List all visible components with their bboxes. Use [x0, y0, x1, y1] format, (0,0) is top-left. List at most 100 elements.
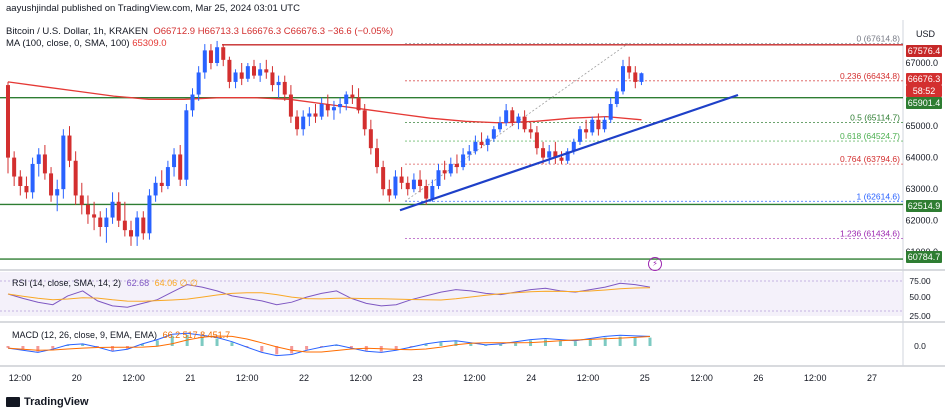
- candle-body: [313, 113, 318, 117]
- price-axis-label: 67000.0: [905, 58, 938, 68]
- time-axis-label: 12:00: [9, 373, 32, 383]
- price-axis-label: 63000.0: [905, 184, 938, 194]
- event-flag-icon[interactable]: ⚡: [648, 257, 662, 271]
- fib-level-label: 1 (62614.6): [857, 191, 901, 201]
- currency-label: USD: [915, 29, 935, 39]
- candle-body: [282, 81, 287, 95]
- macd-histogram-bar: [469, 343, 473, 346]
- macd-histogram-bar: [66, 345, 70, 346]
- macd-histogram-bar: [155, 340, 159, 346]
- time-axis-label: 25: [640, 373, 650, 383]
- candle-body: [504, 110, 509, 123]
- candle-body: [264, 69, 269, 73]
- macd-histogram-bar: [230, 342, 234, 346]
- open-value: O66712.9: [153, 26, 196, 37]
- candle-body: [461, 154, 466, 168]
- candle-body: [596, 119, 601, 130]
- candle-body: [510, 110, 515, 123]
- price-tag-current: 66676.3: [906, 73, 942, 85]
- candle-body: [411, 179, 416, 190]
- macd-histogram-bar: [305, 346, 309, 350]
- macd-histogram-bar: [245, 346, 249, 347]
- macd-histogram-bar: [36, 346, 40, 352]
- candle-body: [159, 182, 164, 186]
- rsi-legend[interactable]: RSI (14, close, SMA, 14, 2) 62.68 64.06 …: [12, 278, 198, 289]
- macd-histogram-bar: [215, 338, 219, 346]
- tradingview-brand: TradingView: [24, 396, 89, 408]
- macd-legend[interactable]: MACD (12, 26, close, 9, EMA, EMA) 66.2 5…: [12, 330, 230, 340]
- candle-body: [516, 116, 521, 123]
- ma-legend[interactable]: MA (100, close, 0, SMA, 100) 65309.0: [6, 38, 167, 49]
- candle-body: [424, 186, 429, 199]
- tradingview-logo: TradingView: [6, 396, 89, 408]
- macd-histogram-bar: [51, 346, 55, 349]
- candle-body: [301, 116, 306, 130]
- candle-body: [147, 195, 152, 234]
- macd-line: [7, 332, 651, 357]
- close-value: C66676.3: [283, 26, 325, 37]
- candle-body: [122, 220, 127, 231]
- macd-histogram-bar: [543, 339, 547, 346]
- macd-histogram-bar: [81, 344, 85, 346]
- candle-body: [331, 107, 336, 111]
- time-axis-label: 22: [299, 373, 309, 383]
- candle-body: [467, 151, 472, 155]
- candle-body: [479, 141, 484, 145]
- candle-body: [491, 129, 496, 139]
- macd-histogram-bar: [514, 342, 518, 346]
- candle-body: [307, 113, 312, 117]
- candle-body: [621, 66, 625, 92]
- candle-body: [375, 148, 379, 168]
- candle-body: [381, 167, 386, 190]
- candle-body: [245, 66, 250, 79]
- macd-histogram-bar: [588, 339, 592, 346]
- candle-body: [614, 91, 619, 104]
- high-value: H66713.3: [197, 26, 239, 37]
- fib-level-label: 0 (67614.8): [857, 34, 901, 44]
- candle-body: [98, 217, 103, 227]
- price-axis-label: 62000.0: [905, 216, 938, 226]
- price-axis-label: 64000.0: [905, 153, 938, 163]
- candle-body: [522, 116, 527, 130]
- rsi-label: RSI (14, close, SMA, 14, 2): [12, 278, 122, 288]
- fib-level-label: 0.5 (65114.7): [850, 112, 900, 122]
- candle-body: [92, 214, 97, 218]
- candle-body: [387, 189, 392, 196]
- candle-body: [559, 157, 564, 161]
- macd-histogram-bar: [439, 342, 443, 346]
- fib-level-label: 0.236 (66434.8): [840, 71, 900, 81]
- fib-level-label: 0.618 (64524.7): [840, 131, 900, 141]
- candle-body: [215, 47, 220, 63]
- rsi-extra: 64.06 ∅ ∅: [154, 278, 198, 288]
- macd-histogram-bar: [633, 337, 637, 346]
- ma-label: MA (100, close, 0, SMA, 100): [6, 38, 130, 49]
- rsi-axis-label: 75.00: [909, 276, 931, 286]
- time-axis-label: 12:00: [463, 373, 486, 383]
- macd-histogram-bar: [558, 340, 562, 346]
- macd-histogram-bar: [424, 344, 428, 346]
- tradingview-mark-icon: [6, 397, 20, 407]
- candle-body: [547, 151, 552, 158]
- symbol-label: Bitcoin / U.S. Dollar, 1h, KRAKEN: [6, 26, 149, 37]
- time-axis-label: 12:00: [350, 373, 373, 383]
- candle-body: [85, 204, 90, 215]
- time-axis-label: 20: [72, 373, 82, 383]
- macd-histogram-bar: [290, 346, 294, 354]
- macd-histogram-bar: [334, 345, 338, 346]
- candle-body: [18, 176, 23, 186]
- macd-histogram-bar: [529, 340, 533, 346]
- macd-histogram-bar: [648, 337, 652, 346]
- price-tag-62514: 62514.9: [906, 200, 942, 212]
- candle-body: [553, 151, 558, 158]
- publisher-line: aayushjindal published on TradingView.co…: [6, 3, 300, 14]
- time-axis-label: 12:00: [122, 373, 145, 383]
- candle-body: [430, 186, 435, 199]
- ma-value: 65309.0: [132, 38, 167, 49]
- candle-body: [104, 217, 109, 227]
- rsi-axis-label: 25.00: [909, 311, 931, 321]
- candle-body: [534, 132, 539, 149]
- candle-body: [30, 163, 35, 193]
- price-tag-countdown: 58:52: [906, 85, 942, 97]
- candle-body: [153, 182, 158, 196]
- candle-body: [6, 85, 10, 158]
